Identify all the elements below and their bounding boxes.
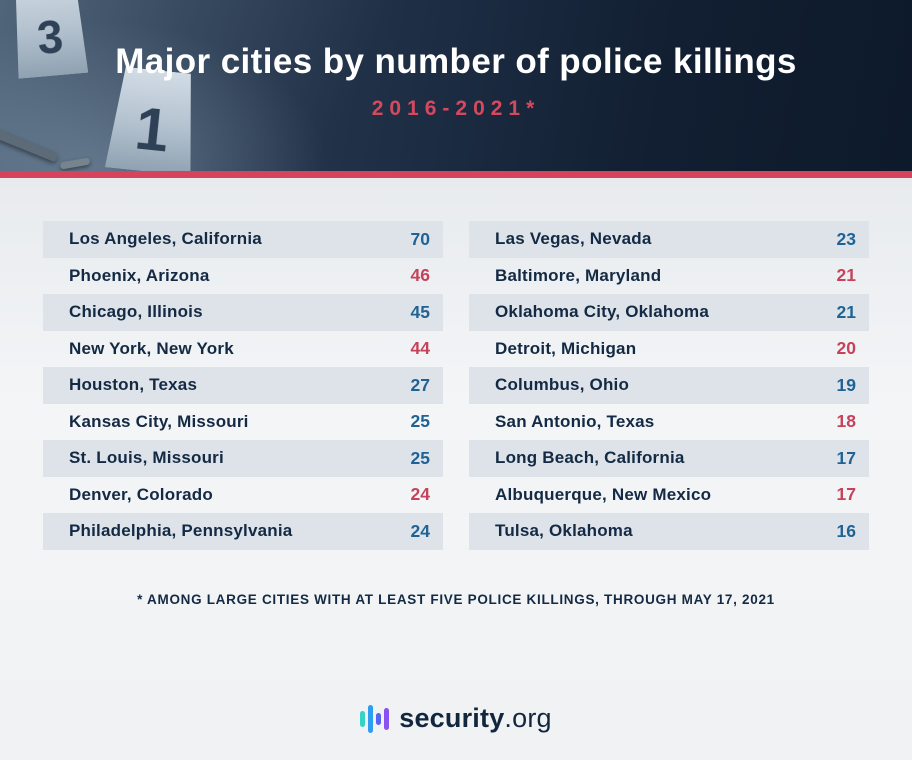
table-row: Denver, Colorado 24 xyxy=(43,477,443,514)
header: 3 1 Major cities by number of police kil… xyxy=(0,0,912,171)
table-row: Kansas City, Missouri 25 xyxy=(43,404,443,441)
table-row: Phoenix, Arizona 46 xyxy=(43,258,443,295)
count-value: 45 xyxy=(410,301,430,322)
red-divider xyxy=(0,171,912,178)
header-text: Major cities by number of police killing… xyxy=(0,0,912,121)
city-label: Long Beach, California xyxy=(495,448,685,468)
city-label: Phoenix, Arizona xyxy=(69,265,210,285)
table-row: St. Louis, Missouri 25 xyxy=(43,440,443,477)
count-value: 46 xyxy=(410,265,430,286)
rankings-column-right: Las Vegas, Nevada 23 Baltimore, Maryland… xyxy=(469,221,869,550)
city-label: Las Vegas, Nevada xyxy=(495,229,652,249)
logo-bar xyxy=(376,712,382,725)
count-value: 70 xyxy=(410,228,430,249)
city-label: Los Angeles, California xyxy=(69,229,262,249)
table-row: Chicago, Illinois 45 xyxy=(43,294,443,331)
city-label: Columbus, Ohio xyxy=(495,375,630,395)
city-label: Kansas City, Missouri xyxy=(69,411,249,431)
brand-name-main: security xyxy=(399,703,505,733)
city-label: Albuquerque, New Mexico xyxy=(495,484,712,504)
count-value: 19 xyxy=(836,374,856,395)
table-row: Houston, Texas 27 xyxy=(43,367,443,404)
footnote: * AMONG LARGE CITIES WITH AT LEAST FIVE … xyxy=(137,591,775,607)
count-value: 24 xyxy=(410,520,430,541)
logo-bar xyxy=(384,707,390,730)
brand-name: security.org xyxy=(399,703,552,734)
count-value: 17 xyxy=(836,447,856,468)
city-label: San Antonio, Texas xyxy=(495,411,655,431)
city-label: St. Louis, Missouri xyxy=(69,448,224,468)
security-logo-icon xyxy=(360,703,390,735)
rankings-column-left: Los Angeles, California 70 Phoenix, Ariz… xyxy=(43,221,443,550)
city-label: Tulsa, Oklahoma xyxy=(495,521,633,541)
logo-bar xyxy=(368,704,374,733)
count-value: 23 xyxy=(836,228,856,249)
page-subtitle: 2016-2021* xyxy=(371,97,541,120)
count-value: 25 xyxy=(410,447,430,468)
count-value: 18 xyxy=(836,411,856,432)
table-row: Albuquerque, New Mexico 17 xyxy=(469,477,869,514)
city-label: Detroit, Michigan xyxy=(495,338,637,358)
pen-prop xyxy=(0,126,59,163)
table-row: Philadelphia, Pennsylvania 24 xyxy=(43,513,443,550)
logo-bar xyxy=(360,710,366,727)
table-row: San Antonio, Texas 18 xyxy=(469,404,869,441)
body: Los Angeles, California 70 Phoenix, Ariz… xyxy=(0,178,912,760)
count-value: 17 xyxy=(836,484,856,505)
count-value: 21 xyxy=(836,265,856,286)
table-row: Oklahoma City, Oklahoma 21 xyxy=(469,294,869,331)
table-row: Las Vegas, Nevada 23 xyxy=(469,221,869,258)
table-row: Long Beach, California 17 xyxy=(469,440,869,477)
city-label: Oklahoma City, Oklahoma xyxy=(495,302,710,322)
casing-prop xyxy=(59,157,91,170)
table-row: Tulsa, Oklahoma 16 xyxy=(469,513,869,550)
count-value: 44 xyxy=(410,338,430,359)
table-row: Los Angeles, California 70 xyxy=(43,221,443,258)
count-value: 16 xyxy=(836,520,856,541)
city-label: Chicago, Illinois xyxy=(69,302,203,322)
count-value: 27 xyxy=(410,374,430,395)
table-row: Baltimore, Maryland 21 xyxy=(469,258,869,295)
city-label: Houston, Texas xyxy=(69,375,198,395)
table-row: Columbus, Ohio 19 xyxy=(469,367,869,404)
table-row: New York, New York 44 xyxy=(43,331,443,368)
brand-logo: security.org xyxy=(0,703,912,735)
city-label: Baltimore, Maryland xyxy=(495,265,662,285)
count-value: 24 xyxy=(410,484,430,505)
count-value: 21 xyxy=(836,301,856,322)
brand-name-suffix: .org xyxy=(504,703,552,733)
table-row: Detroit, Michigan 20 xyxy=(469,331,869,368)
count-value: 20 xyxy=(836,338,856,359)
city-label: New York, New York xyxy=(69,338,234,358)
page-title: Major cities by number of police killing… xyxy=(115,42,797,81)
city-label: Denver, Colorado xyxy=(69,484,213,504)
city-label: Philadelphia, Pennsylvania xyxy=(69,521,293,541)
rankings-table: Los Angeles, California 70 Phoenix, Ariz… xyxy=(43,221,869,550)
count-value: 25 xyxy=(410,411,430,432)
